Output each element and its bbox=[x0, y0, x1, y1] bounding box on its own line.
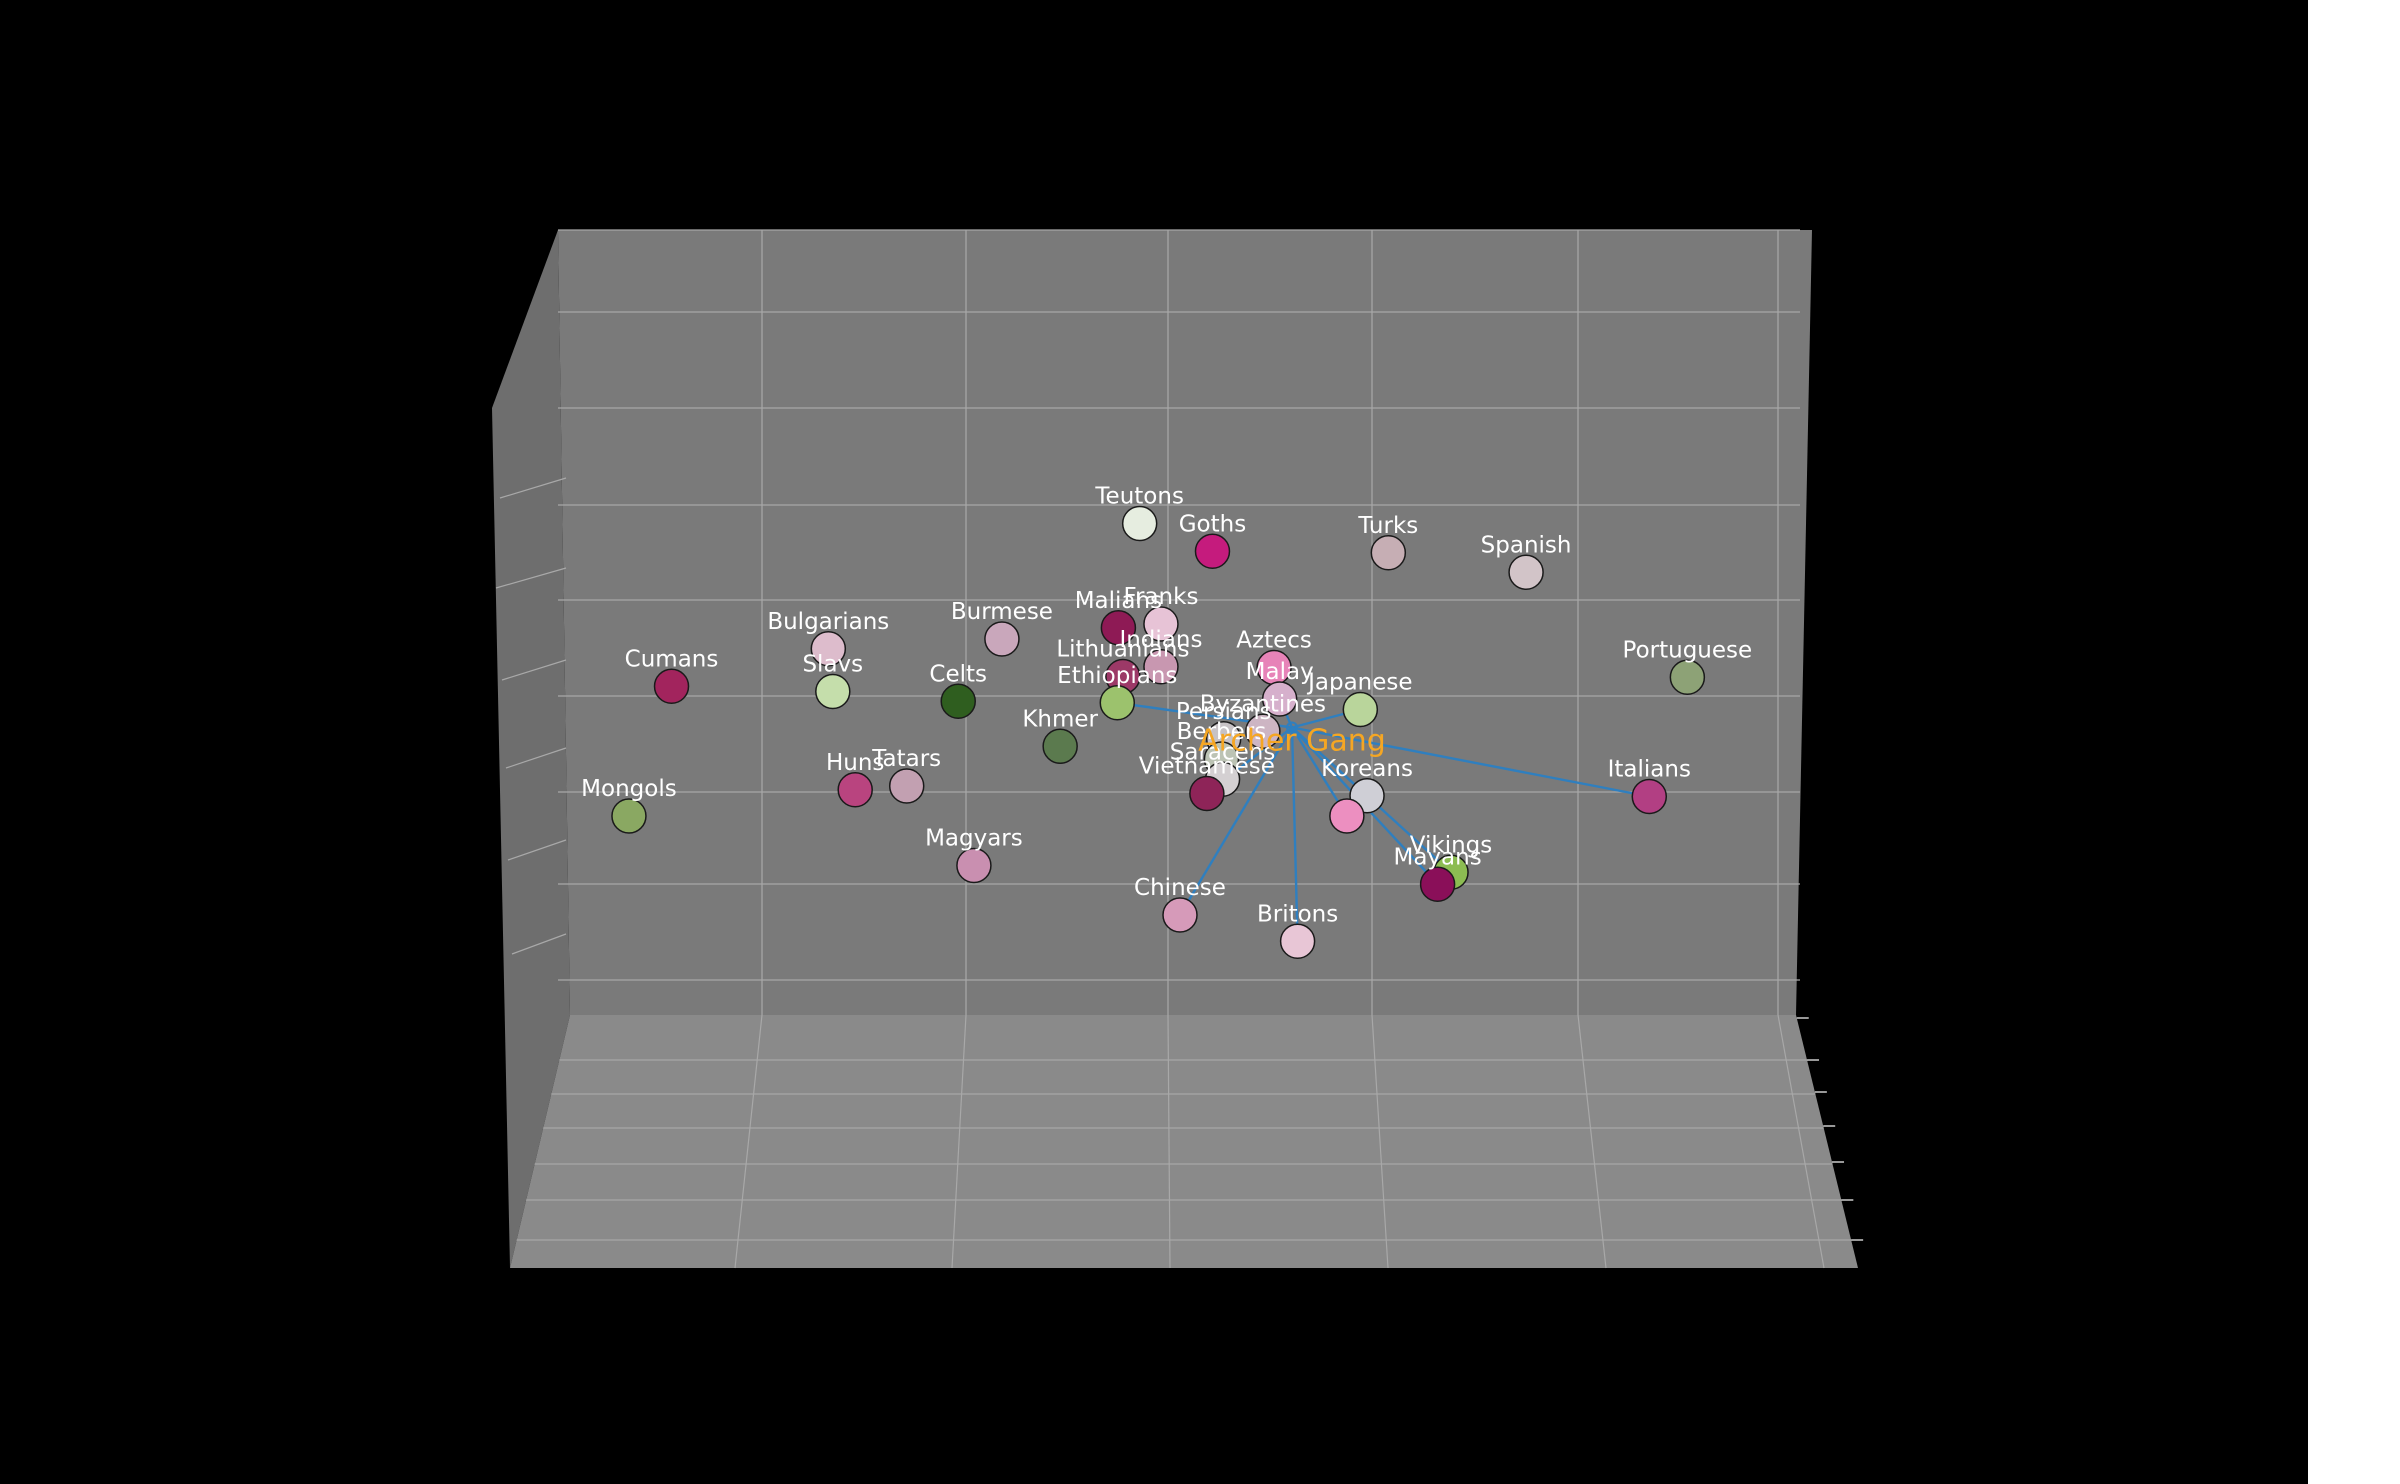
data-point bbox=[1143, 606, 1179, 642]
data-label: Byzantines bbox=[1200, 691, 1326, 717]
center-label: Archer Gang bbox=[1198, 724, 1386, 759]
data-point bbox=[1279, 923, 1316, 959]
data-label: Celts bbox=[929, 661, 987, 687]
grid-line-floor bbox=[1371, 1014, 1389, 1269]
data-point bbox=[810, 631, 847, 667]
data-label: Indians bbox=[1119, 627, 1202, 653]
data-point bbox=[1194, 533, 1231, 569]
floor-pane bbox=[510, 1015, 1858, 1268]
data-point bbox=[837, 772, 873, 808]
data-point bbox=[1342, 691, 1379, 728]
data-label: Italians bbox=[1608, 757, 1691, 783]
grid-line-side bbox=[501, 659, 567, 681]
back-pane bbox=[558, 230, 1812, 1015]
data-point bbox=[815, 673, 851, 710]
data-point bbox=[1189, 775, 1225, 812]
data-point bbox=[888, 768, 925, 804]
data-point bbox=[940, 683, 976, 719]
data-point bbox=[1508, 554, 1544, 590]
grid-line-floor bbox=[734, 1014, 763, 1269]
data-label: Franks bbox=[1123, 584, 1198, 610]
data-point bbox=[1669, 659, 1706, 695]
data-label: Lithuanians bbox=[1056, 637, 1189, 663]
grid bbox=[495, 229, 1852, 1269]
data-point bbox=[984, 621, 1020, 657]
data-label: Teutons bbox=[1094, 484, 1184, 510]
data-label: Magyars bbox=[925, 826, 1023, 852]
data-label: Slavs bbox=[802, 652, 863, 678]
data-point bbox=[1245, 713, 1281, 749]
data-label: Aztecs bbox=[1236, 628, 1312, 654]
grid-line-side bbox=[507, 839, 567, 861]
figure-edge bbox=[2308, 0, 2400, 1484]
data-label: Britons bbox=[1257, 901, 1338, 927]
grid-line-side bbox=[505, 747, 567, 769]
data-label: Berbers bbox=[1177, 719, 1267, 745]
grid-line-floor bbox=[1577, 1014, 1607, 1269]
data-label: Malians bbox=[1075, 588, 1162, 614]
data-point bbox=[653, 668, 690, 704]
grid-line-side bbox=[499, 477, 567, 499]
data-label: Goths bbox=[1179, 511, 1246, 537]
data-label: Saracens bbox=[1170, 739, 1276, 765]
data-label: Vietnamese bbox=[1139, 754, 1275, 780]
data-point bbox=[611, 798, 647, 834]
data-point bbox=[1261, 681, 1298, 717]
data-label: Khmer bbox=[1022, 706, 1098, 732]
grid-line-side bbox=[511, 933, 567, 955]
grid-line-floor bbox=[1167, 1014, 1171, 1269]
data-point bbox=[1631, 778, 1668, 815]
data-point bbox=[1162, 897, 1198, 933]
data-label: Portuguese bbox=[1623, 637, 1753, 663]
grid-line-floor bbox=[1777, 1014, 1825, 1269]
data-points bbox=[611, 505, 1706, 959]
data-label: Chinese bbox=[1134, 875, 1226, 901]
data-label: Vikings bbox=[1410, 832, 1493, 858]
data-point bbox=[956, 847, 992, 884]
left-pane bbox=[492, 230, 570, 1268]
neighbor-link bbox=[1291, 726, 1650, 798]
data-label: Ethiopians bbox=[1057, 663, 1177, 689]
axis-ticks bbox=[1796, 1017, 1864, 1241]
data-label: Bulgarians bbox=[767, 609, 889, 635]
data-point bbox=[1370, 535, 1407, 571]
data-point bbox=[1419, 866, 1456, 902]
data-label: Persians bbox=[1176, 699, 1272, 725]
data-label: Koreans bbox=[1321, 756, 1413, 782]
data-label: Burmese bbox=[951, 599, 1053, 625]
neighbor-link bbox=[1290, 727, 1299, 942]
data-label: Mongols bbox=[581, 776, 677, 802]
data-label: Cumans bbox=[625, 646, 719, 672]
neighbor-link bbox=[1178, 726, 1294, 916]
data-point bbox=[1099, 685, 1136, 721]
data-label: Malay bbox=[1246, 659, 1314, 685]
data-point bbox=[1100, 610, 1137, 646]
data-label: Turks bbox=[1357, 513, 1418, 539]
data-label: Mayans bbox=[1393, 844, 1481, 870]
data-label: Tatars bbox=[871, 746, 941, 772]
grid-line-floor bbox=[951, 1014, 967, 1269]
data-point bbox=[1329, 798, 1365, 834]
data-point bbox=[1143, 649, 1179, 685]
data-label: Spanish bbox=[1481, 532, 1572, 558]
data-label: Japanese bbox=[1306, 670, 1412, 696]
center-marker bbox=[1286, 721, 1298, 734]
data-label: Huns bbox=[826, 750, 884, 776]
data-point bbox=[1121, 505, 1158, 542]
grid-line-side bbox=[495, 567, 567, 589]
data-point bbox=[1042, 728, 1078, 764]
